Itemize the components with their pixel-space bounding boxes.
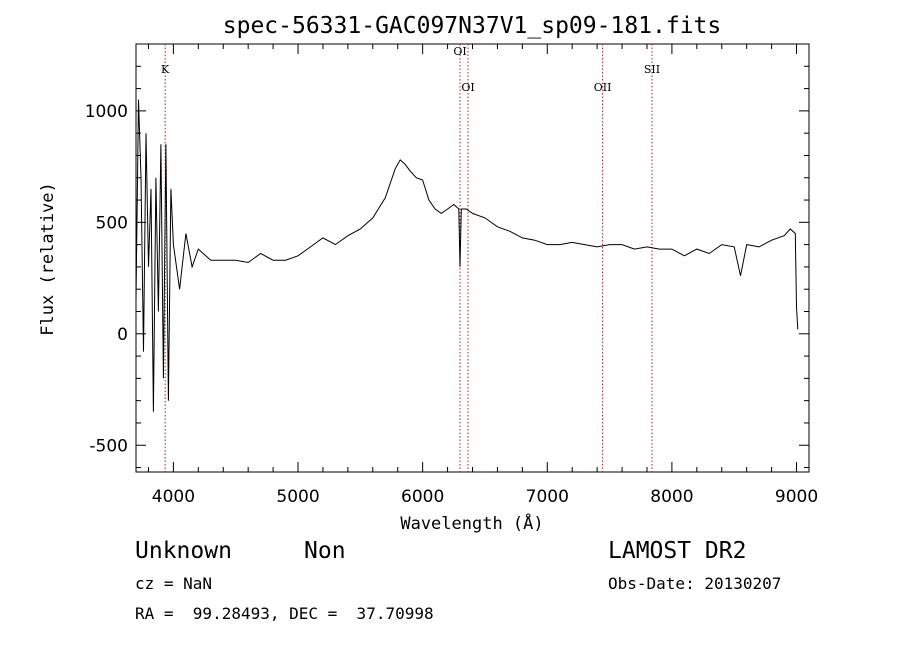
line-marker-label: OI bbox=[453, 45, 466, 58]
object-class: Unknown bbox=[135, 538, 232, 564]
x-tick-label: 8000 bbox=[650, 487, 693, 507]
x-tick-label: 6000 bbox=[401, 487, 444, 507]
y-tick-label: 500 bbox=[96, 213, 128, 233]
line-marker-label: SII bbox=[644, 63, 660, 76]
flux-line bbox=[135, 99, 799, 412]
y-tick-label: -500 bbox=[89, 436, 128, 456]
x-tick-label: 4000 bbox=[152, 487, 195, 507]
redshift-text: cz = NaN bbox=[135, 574, 213, 593]
x-tick-label: 7000 bbox=[526, 487, 569, 507]
y-tick-label: 0 bbox=[117, 325, 128, 345]
line-marker-label: OII bbox=[594, 81, 612, 94]
y-tick-label: 1000 bbox=[85, 102, 128, 122]
emission-line-markers: K OI OI OII SII bbox=[161, 44, 660, 472]
chart-title: spec-56331-GAC097N37V1_sp09-181.fits bbox=[223, 13, 722, 39]
x-axis-label: Wavelength (Å) bbox=[400, 512, 543, 534]
flux-series bbox=[135, 99, 799, 412]
x-tick-label: 5000 bbox=[276, 487, 319, 507]
plot-frame bbox=[135, 43, 810, 473]
obs-date-text: Obs-Date: 20130207 bbox=[608, 574, 782, 593]
object-subclass: Non bbox=[304, 538, 346, 564]
line-marker-label: K bbox=[161, 63, 170, 76]
plot-axes: 4000 5000 6000 7000 8000 9000 -500 0 500 1000 bbox=[85, 43, 818, 507]
survey-name: LAMOST DR2 bbox=[608, 538, 747, 564]
y-axis-label: Flux (relative) bbox=[38, 182, 58, 336]
coordinates-text: RA = 99.28493, DEC = 37.70998 bbox=[135, 604, 434, 623]
line-marker-label: OI bbox=[461, 81, 474, 94]
x-tick-label: 9000 bbox=[775, 487, 818, 507]
